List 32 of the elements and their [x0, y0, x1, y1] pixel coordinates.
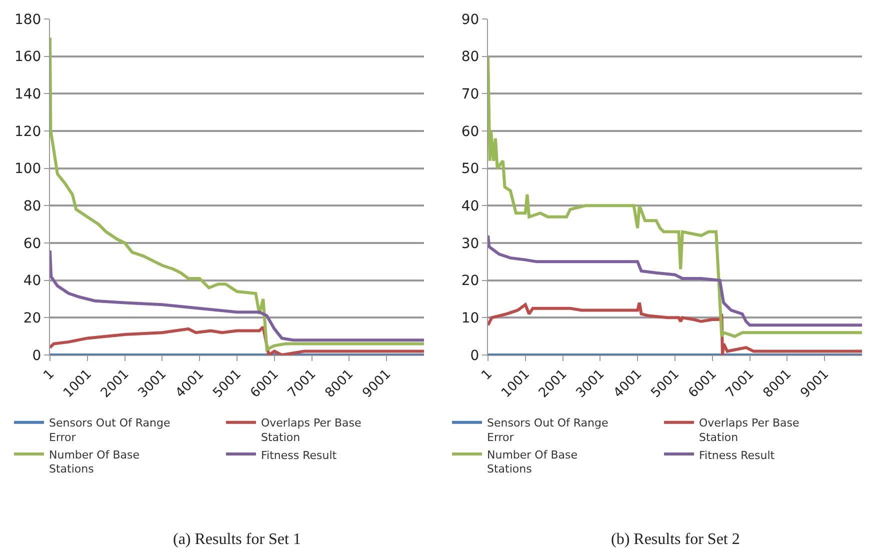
text: (b) Results for Set 2 [611, 531, 740, 548]
legend-label: Number Of Base Stations [49, 448, 140, 476]
x-tick-label: 1 [40, 366, 58, 384]
y-tick-label: 60 [23, 236, 42, 252]
legend-label: Overlaps Per Base Station [261, 416, 362, 444]
legend-label: Sensors Out Of Range Error [487, 416, 608, 444]
y-tick-label: 160 [14, 49, 42, 66]
y-tick-label: 180 [14, 12, 42, 28]
y-tick-label: 70 [461, 86, 480, 103]
y-tick-label: 90 [461, 12, 480, 28]
y-tick-label: 20 [461, 273, 480, 290]
x-tick-label: 1 [478, 366, 496, 384]
y-tick-label: 120 [14, 124, 42, 140]
legend-label: Fitness Result [261, 449, 338, 462]
y-tick-label: 40 [461, 198, 480, 215]
y-tick-label: 0 [470, 348, 480, 364]
y-tick-label: 0 [32, 348, 42, 364]
y-tick-label: 30 [461, 236, 480, 252]
legend-label: Overlaps Per Base Station [699, 416, 800, 444]
y-tick-label: 50 [461, 161, 480, 178]
y-tick-label: 80 [461, 49, 480, 66]
text: (a) Results for Set 1 [173, 531, 301, 548]
y-tick-label: 60 [461, 124, 480, 140]
y-tick-label: 140 [14, 86, 42, 103]
legend-label: Fitness Result [699, 449, 776, 462]
y-tick-label: 80 [23, 198, 42, 215]
legend-label: Sensors Out Of Range Error [49, 416, 170, 444]
y-tick-label: 100 [14, 161, 42, 178]
y-tick-label: 20 [23, 310, 42, 327]
y-tick-label: 10 [461, 310, 480, 327]
legend-label: Number Of Base Stations [487, 448, 578, 476]
y-tick-label: 40 [23, 273, 42, 290]
